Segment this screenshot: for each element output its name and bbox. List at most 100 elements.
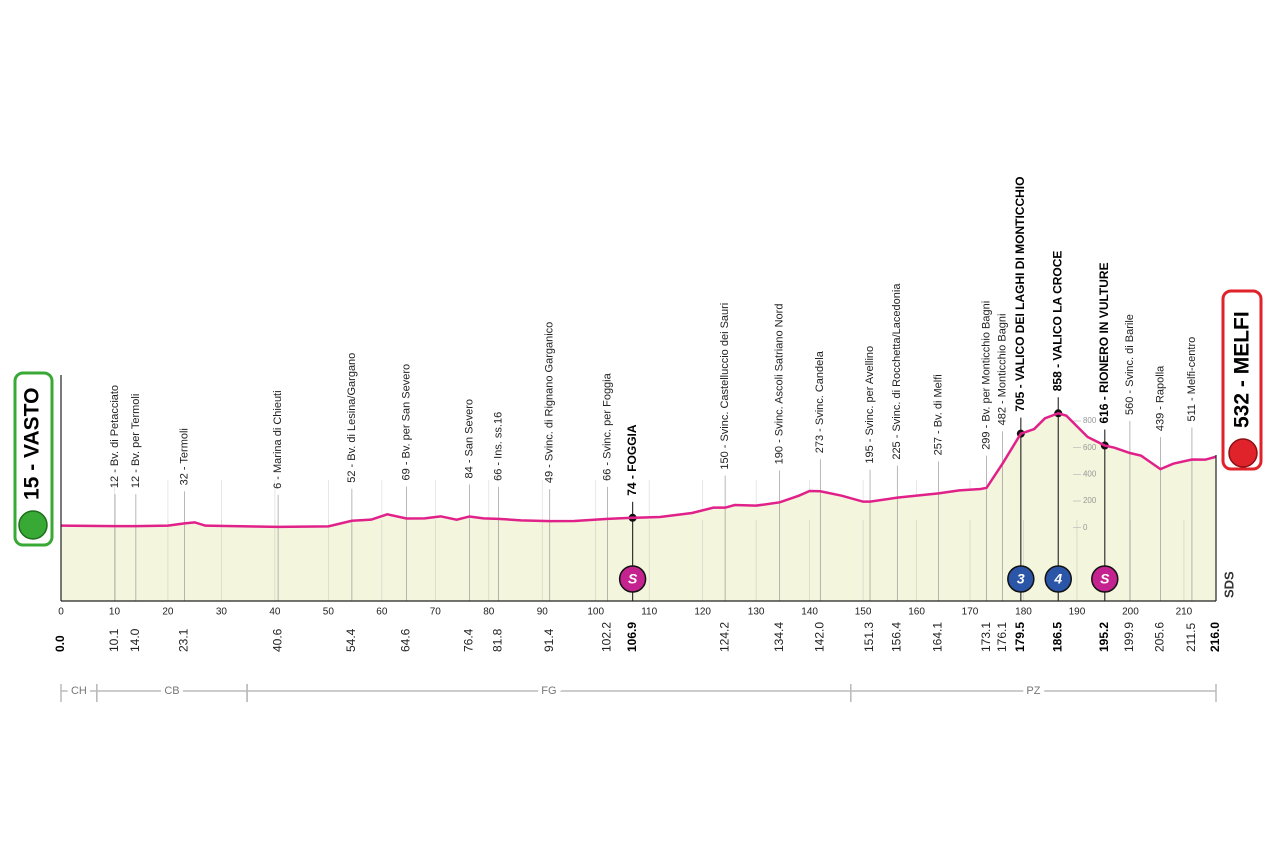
x-tick-label: 40: [269, 607, 281, 618]
x-tick-label: 90: [537, 607, 549, 618]
waypoint-label: 195 - Svinc. per Avellino: [864, 346, 876, 464]
x-tick-label: 180: [1015, 607, 1032, 618]
y-tick-label: 0: [1083, 523, 1088, 532]
x-tick-label: 130: [748, 607, 765, 618]
km-label: 64.6: [399, 628, 413, 652]
waypoint-label: 84 - San Severo: [463, 399, 475, 479]
km-label: 179.5: [1013, 622, 1027, 652]
km-label: 134.4: [772, 622, 786, 652]
x-tick-label: 200: [1122, 607, 1139, 618]
waypoint-label: 511 - Melfi-centro: [1186, 337, 1198, 422]
start-badge: [13, 371, 54, 547]
waypoint-label: 12 - Bv. per Termoli: [130, 394, 142, 488]
profile-line: [60, 411, 1217, 529]
km-label: 0.0: [53, 635, 67, 652]
km-label: 151.3: [862, 622, 876, 652]
km-label: 164.1: [931, 622, 945, 652]
km-label: 102.2: [600, 622, 614, 652]
x-tick-label: 60: [376, 607, 388, 618]
waypoint-label: 49 - Svinc. di Rignano Garganico: [544, 322, 556, 483]
km-label: 14.0: [128, 628, 142, 652]
finish-badge: [1221, 289, 1263, 471]
waypoint-label: 225 - Svinc. di Rocchetta/Lacedonia: [891, 283, 903, 460]
km-label: 106.9: [625, 622, 639, 652]
km-label: 76.4: [462, 628, 476, 652]
x-tick-label: 160: [908, 607, 925, 618]
finish-icon: [1228, 438, 1258, 468]
waypoint-label: 6 - Marina di Chieuti: [272, 390, 284, 488]
km-label: 40.6: [270, 628, 284, 652]
x-tick-label: 150: [855, 607, 872, 618]
km-label: 91.4: [542, 628, 556, 652]
km-label: 54.4: [344, 628, 358, 652]
km-label: 10.1: [107, 628, 121, 652]
waypoint-label: 299 - Bv. per Monticchio Bagni: [981, 301, 993, 450]
x-tick-label: 210: [1176, 607, 1193, 618]
finish-label: 532 - MELFI: [1231, 311, 1254, 428]
badge-label: 3: [1017, 571, 1025, 587]
badge: [618, 565, 647, 593]
waypoint-label: 190 - Svinc. Ascoli Satriano Nord: [774, 304, 786, 465]
x-tick-label: 140: [801, 607, 818, 618]
km-label: 216.0: [1208, 622, 1222, 652]
km-label: 156.4: [889, 622, 903, 652]
profile-fill: [61, 413, 1216, 601]
y-tick-label: 800: [1083, 416, 1097, 425]
km-label: 23.1: [177, 628, 191, 652]
waypoint-label: 616 - RIONERO IN VULTURE: [1097, 262, 1111, 423]
badge: [1091, 565, 1119, 593]
x-tick-label: 0: [58, 607, 64, 618]
x-tick-label: 50: [323, 607, 335, 618]
waypoint-label: 52 - Bv. di Lesina/Gargano: [346, 353, 358, 483]
y-tick-label: 400: [1083, 469, 1097, 478]
waypoint-label: 12 - Bv. di Petacciato: [109, 385, 121, 488]
badge: [1007, 565, 1035, 593]
km-label: 205.6: [1153, 622, 1167, 652]
waypoint-label: 705 - VALICO DEI LAGHI DI MONTICCHIO: [1013, 177, 1027, 412]
x-tick-label: 120: [694, 607, 711, 618]
region-label: PZ: [1026, 685, 1040, 697]
x-tick-label: 10: [109, 607, 121, 618]
km-label: 173.1: [979, 622, 993, 652]
km-label: 142.0: [812, 622, 826, 652]
x-tick-label: 170: [962, 607, 979, 618]
region-label: CB: [164, 685, 179, 697]
start-label: 15 - VASTO: [21, 388, 44, 500]
waypoint-label: 257 - Bv. di Melfi: [932, 374, 944, 455]
region-label: FG: [541, 685, 556, 697]
waypoint-label: 858 - VALICO LA CROCE: [1050, 251, 1064, 392]
x-tick-label: 110: [641, 607, 657, 618]
waypoint-label: 32 - Termoli: [178, 428, 190, 485]
waypoint-label: 66 - Svinc. per Foggia: [601, 372, 613, 480]
x-tick-label: 100: [587, 607, 604, 618]
waypoint-label: 273 - Svinc. Candela: [814, 350, 826, 453]
waypoint-label: 482 - Monticchio Bagni: [997, 313, 1009, 425]
waypoint-label: 74 - FOGGIA: [625, 424, 639, 496]
km-label: 124.2: [717, 622, 731, 652]
waypoint-label: 69 - Bv. per San Severo: [400, 364, 412, 481]
km-label: 195.2: [1097, 622, 1111, 652]
x-tick-label: 190: [1069, 607, 1086, 618]
x-tick-label: 80: [483, 607, 495, 618]
badge-label: S: [628, 571, 638, 587]
km-label: 199.9: [1122, 622, 1136, 652]
x-tick-label: 20: [162, 607, 174, 618]
badge-label: S: [1100, 571, 1110, 587]
y-tick-label: 200: [1083, 496, 1097, 505]
x-tick-label: 70: [430, 607, 442, 618]
badge-label: 4: [1053, 571, 1062, 587]
waypoint-label: 66 - Ins. ss.16: [492, 412, 504, 481]
waypoint-label: 150 - Svinc. Castelluccio dei Sauri: [719, 303, 731, 470]
region-label: CH: [71, 685, 87, 697]
start-icon: [18, 510, 48, 540]
x-tick-label: 30: [216, 607, 228, 618]
km-label: 186.5: [1050, 622, 1064, 652]
badge: [1044, 565, 1073, 593]
km-label: 176.1: [995, 622, 1009, 652]
waypoint-label: 439 - Rapolla: [1154, 365, 1166, 431]
y-tick-label: 600: [1083, 443, 1097, 452]
waypoint-label: 560 - Svinc. di Barile: [1124, 314, 1136, 415]
km-label: 81.8: [491, 628, 505, 652]
